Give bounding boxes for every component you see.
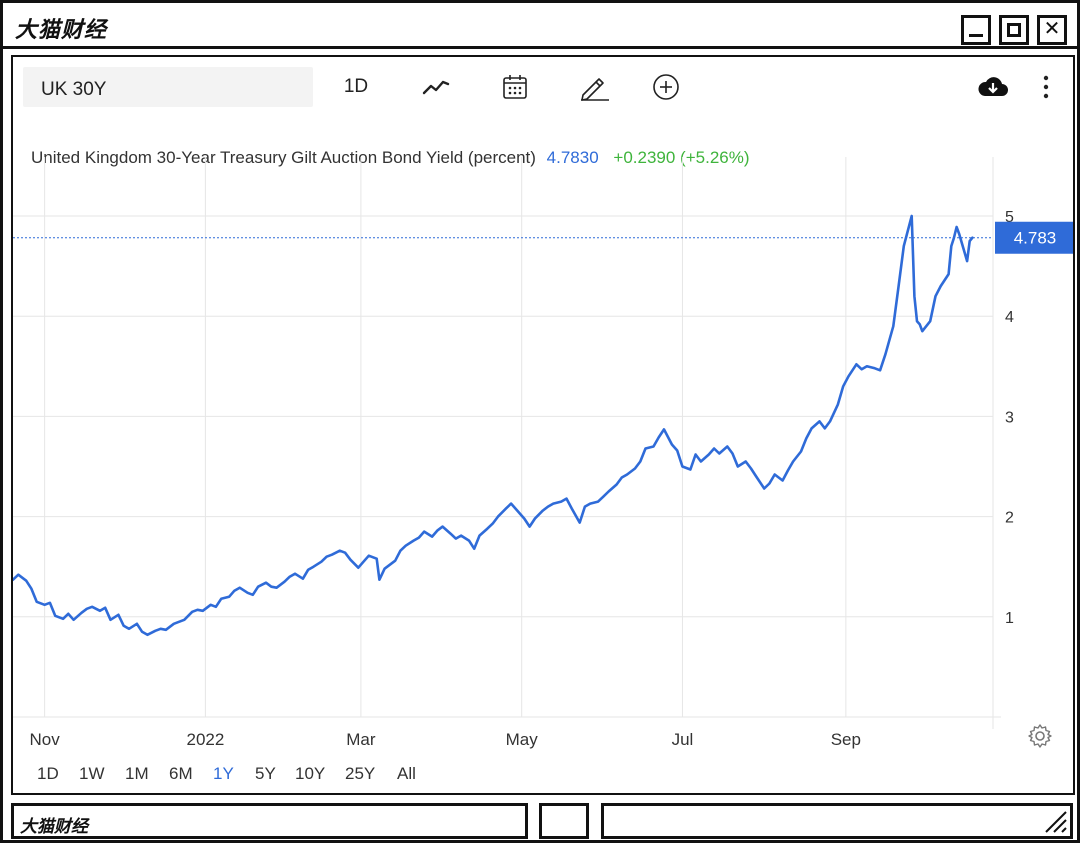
maximize-button[interactable] — [999, 15, 1029, 45]
draw-button[interactable] — [576, 71, 612, 103]
series-line — [13, 214, 974, 637]
status-panel — [539, 803, 589, 839]
add-indicator-button[interactable] — [650, 71, 682, 103]
symbol-search-input[interactable]: UK 30Y — [23, 67, 313, 107]
y-tick-label: 3 — [1005, 409, 1014, 426]
download-button[interactable] — [975, 71, 1011, 103]
last-value: 4.7830 — [546, 148, 599, 167]
window-title: 大猫财经 — [15, 18, 108, 43]
cloud-download-icon — [978, 77, 1008, 96]
interval-button[interactable]: 1D — [343, 76, 369, 97]
line-chart[interactable]: 1 2 3 4 5 Nov 2022 Mar May Jul Sep 4.783 — [13, 117, 1073, 757]
price-tag-label: 4.783 — [1014, 229, 1057, 248]
chart-toolbar: UK 30Y 1D — [13, 57, 1073, 117]
x-tick-label: Sep — [831, 730, 861, 749]
y-tick-label: 5 — [1005, 209, 1014, 226]
range-all[interactable]: All — [397, 764, 416, 783]
range-5y[interactable]: 5Y — [255, 764, 276, 783]
chart-title: United Kingdom 30-Year Treasury Gilt Auc… — [31, 148, 536, 167]
line-chart-icon — [422, 80, 450, 95]
calendar-button[interactable] — [500, 71, 530, 103]
range-1y[interactable]: 1Y — [213, 764, 234, 783]
range-1d[interactable]: 1D — [37, 764, 59, 783]
range-1w[interactable]: 1W — [79, 764, 105, 783]
calendar-icon — [503, 75, 527, 99]
plus-circle-icon — [653, 74, 679, 100]
close-icon: ✕ — [1043, 18, 1061, 40]
more-options-button[interactable] — [1033, 71, 1059, 103]
settings-gear-icon[interactable] — [1027, 723, 1053, 749]
status-text: 大猫财经 — [20, 817, 88, 837]
x-tick-label: May — [506, 730, 539, 749]
resize-grip-icon[interactable] — [1042, 808, 1068, 834]
pencil-icon — [581, 78, 609, 101]
x-tick-label: Jul — [672, 730, 694, 749]
chart-header: United Kingdom 30-Year Treasury Gilt Auc… — [31, 148, 750, 168]
y-tick-label: 1 — [1005, 610, 1014, 627]
status-panel-right — [601, 803, 1073, 839]
range-6m[interactable]: 6M — [169, 764, 193, 783]
x-tick-label: 2022 — [186, 730, 224, 749]
minimize-button[interactable] — [961, 15, 991, 45]
price-tag — [995, 221, 1073, 254]
more-vertical-icon — [1043, 75, 1049, 99]
status-bar: 大猫财经 — [11, 803, 528, 839]
y-tick-label: 2 — [1005, 510, 1014, 527]
close-button[interactable]: ✕ — [1037, 15, 1067, 45]
chart-type-button[interactable] — [418, 71, 454, 103]
change-value: +0.2390 (+5.26%) — [613, 148, 750, 167]
chart-panel: UK 30Y 1D — [11, 55, 1075, 795]
range-10y[interactable]: 10Y — [295, 764, 326, 783]
range-1m[interactable]: 1M — [125, 764, 149, 783]
range-selector: 1D 1W 1M 6M 1Y 5Y 10Y 25Y All — [13, 762, 613, 788]
x-tick-label: Nov — [30, 730, 61, 749]
title-bar: 大猫财经 ✕ — [3, 3, 1077, 49]
symbol-label: UK 30Y — [41, 79, 107, 100]
y-tick-label: 4 — [1005, 309, 1014, 326]
range-25y[interactable]: 25Y — [345, 764, 376, 783]
x-tick-label: Mar — [346, 730, 376, 749]
